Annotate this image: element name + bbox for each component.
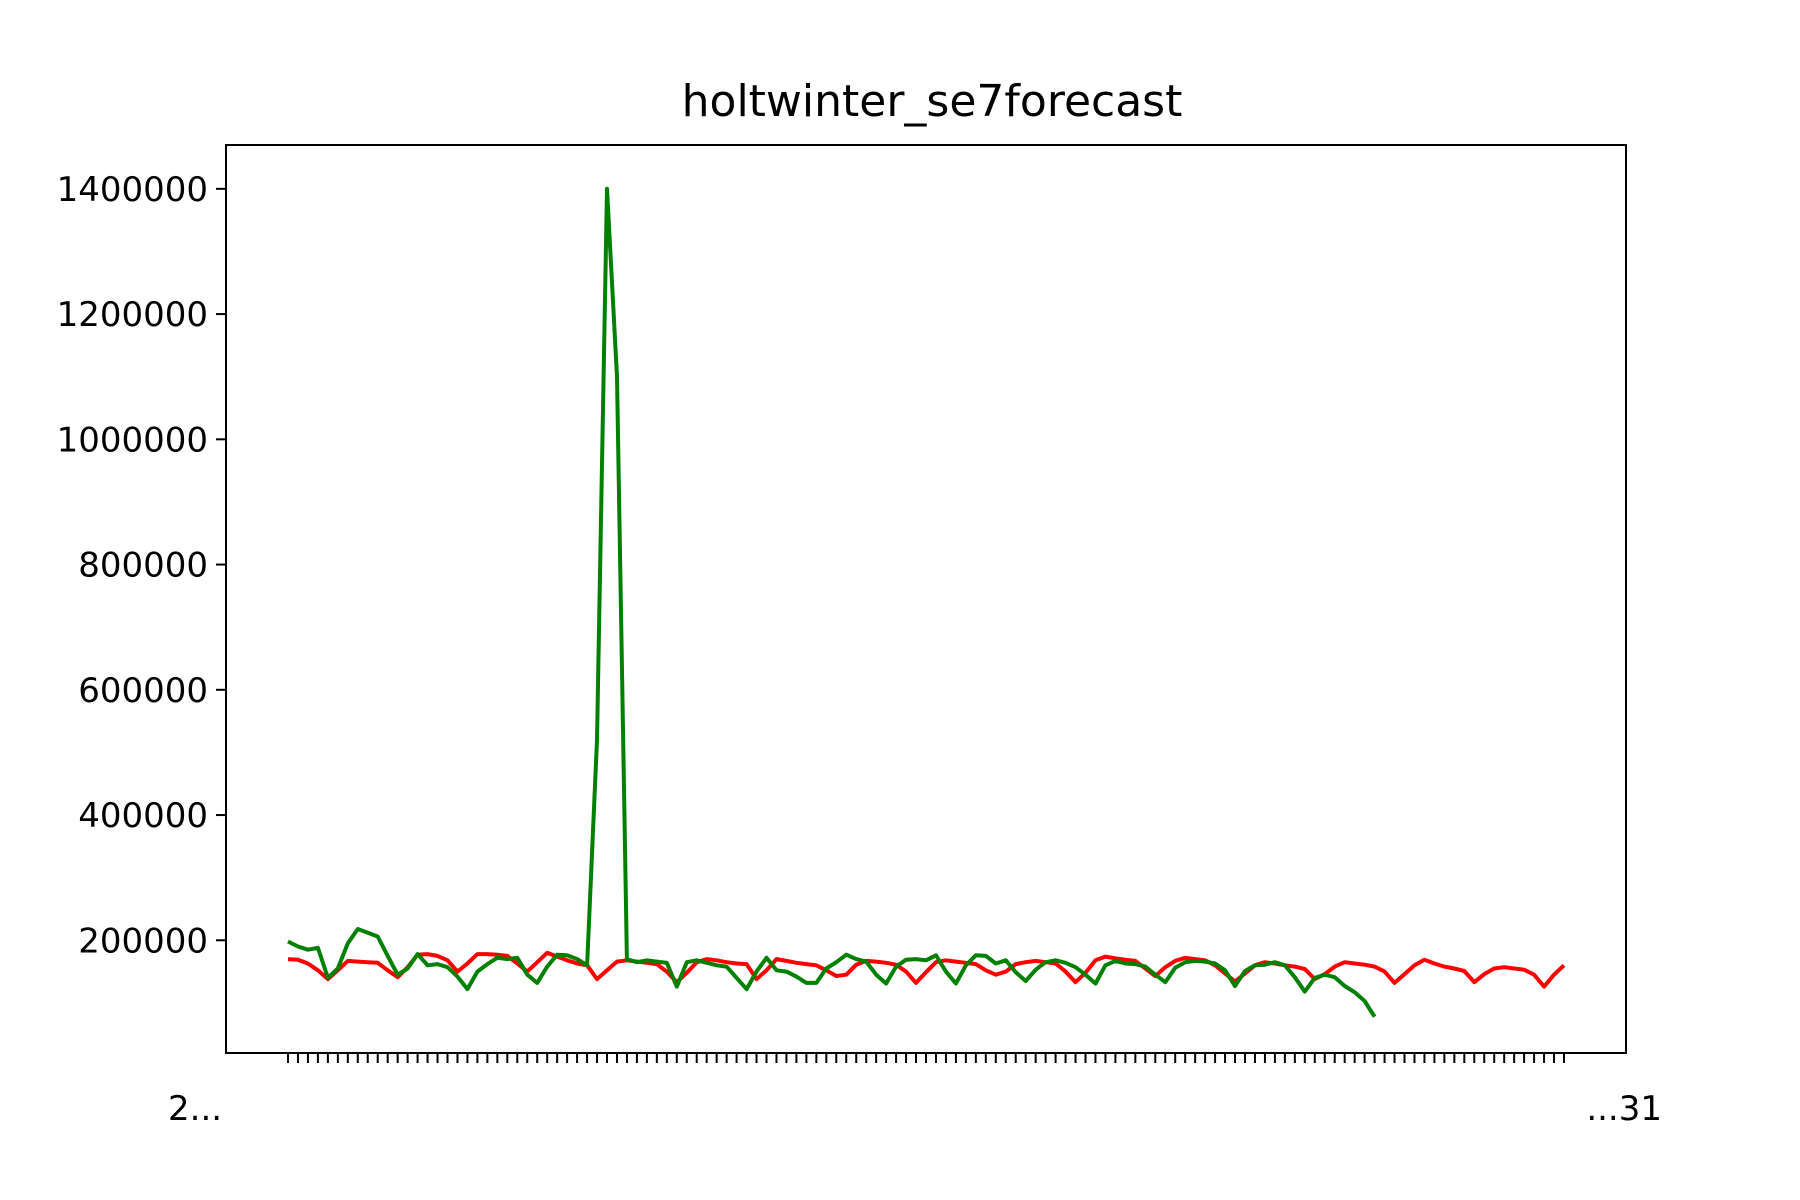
y-tick-label: 600000 [78, 671, 208, 711]
x-tick-label-last: ...31 [1586, 1089, 1662, 1129]
y-tick-label: 1000000 [57, 420, 208, 460]
y-tick-label: 1400000 [57, 170, 208, 210]
series-line-2 [287, 186, 1377, 1018]
plot-frame [225, 144, 1627, 1054]
x-axis: 2... ...31 [168, 1053, 1662, 1129]
chart-title: holtwinter_se7forecast [682, 76, 1183, 127]
y-tick-label: 200000 [78, 921, 208, 961]
series-line-1 [287, 950, 1566, 989]
y-tick-label: 800000 [78, 546, 208, 586]
x-tick-label-first: 2... [168, 1089, 222, 1129]
plot-area [287, 186, 1566, 1018]
y-axis: 200000 400000 600000 800000 1000000 1200000 14… [57, 170, 226, 961]
y-tick-label: 1200000 [57, 295, 208, 335]
y-tick-label: 400000 [78, 796, 208, 836]
